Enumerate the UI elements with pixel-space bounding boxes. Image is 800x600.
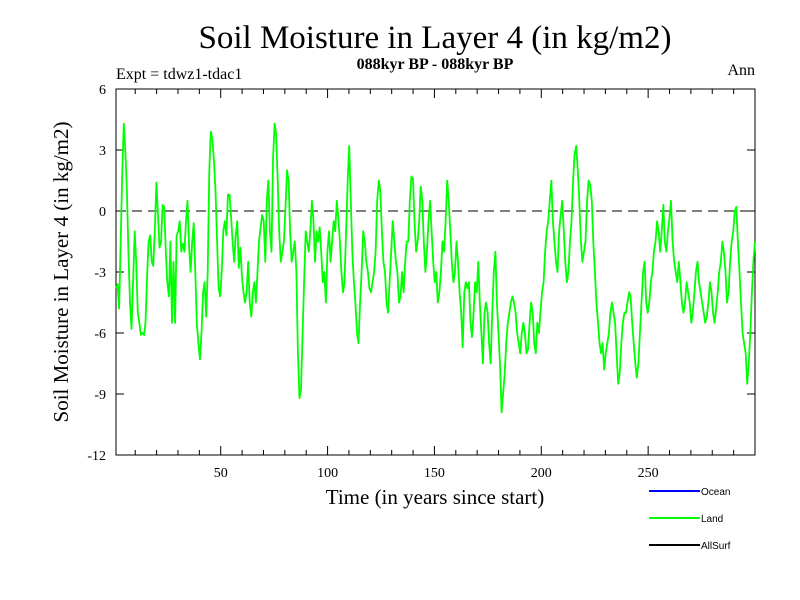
x-tick-label: 150	[424, 466, 445, 481]
x-tick-label: 250	[638, 466, 659, 481]
chart-subtitle: 088kyr BP - 088kyr BP	[357, 56, 514, 73]
legend-label-land: Land	[701, 514, 723, 525]
y-tick-label: -12	[87, 449, 106, 464]
y-tick-label: -3	[94, 266, 106, 281]
x-tick-label: 200	[531, 466, 552, 481]
y-tick-label: -9	[94, 388, 106, 403]
chart-title: Soil Moisture in Layer 4 (in kg/m2)	[199, 20, 672, 56]
expt-label: Expt = tdwz1-tdac1	[116, 66, 242, 83]
y-tick-label: 6	[99, 83, 106, 98]
x-tick-label: 100	[317, 466, 338, 481]
y-axis-label: Soil Moisture in Layer 4 (in kg/m2)	[49, 122, 73, 423]
legend-label-ocean: Ocean	[701, 487, 730, 498]
y-tick-label: -6	[94, 327, 106, 342]
legend: Ocean Land AllSurf	[649, 487, 731, 552]
y-axis: 6 3 0 -3 -6 -9 -12	[87, 83, 755, 464]
plot-area: 6 3 0 -3 -6 -9 -12 50 100 150 200 250	[87, 83, 756, 481]
period-label: Ann	[727, 62, 755, 79]
x-tick-label: 50	[214, 466, 228, 481]
series-layer	[115, 122, 756, 414]
y-tick-label: 3	[99, 144, 106, 159]
legend-label-allsurf: AllSurf	[701, 541, 731, 552]
y-tick-label: 0	[99, 205, 106, 220]
x-axis: 50 100 150 200 250	[134, 89, 735, 481]
x-axis-label: Time (in years since start)	[326, 485, 545, 509]
series-line-land	[115, 122, 756, 414]
